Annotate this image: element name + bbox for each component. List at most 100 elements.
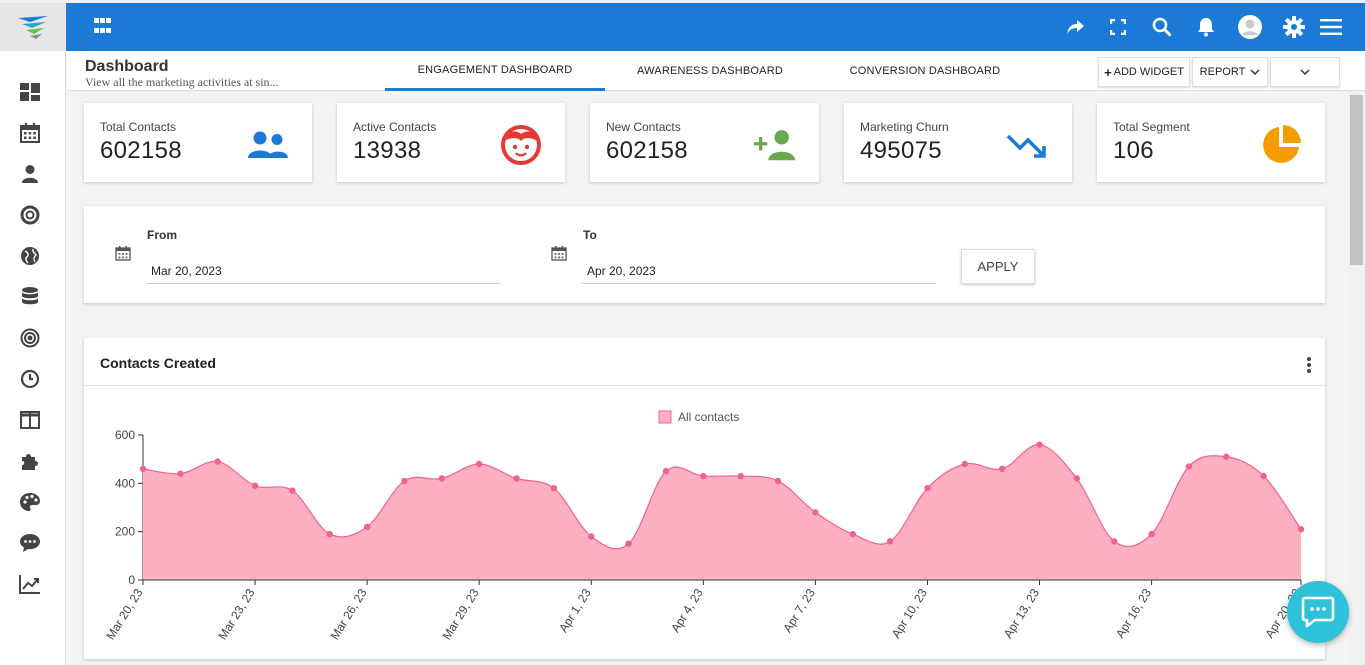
- data-point: [1148, 530, 1155, 538]
- data-point: [1185, 463, 1193, 470]
- menu-icon[interactable]: [1319, 15, 1343, 39]
- chart-title: Contacts Created: [100, 355, 216, 371]
- more-dropdown-button[interactable]: [1270, 57, 1340, 87]
- add-widget-button[interactable]: + ADD WIDGET: [1098, 57, 1190, 87]
- data-point: [363, 523, 371, 531]
- puzzle-icon[interactable]: [19, 450, 41, 472]
- area-fill: [143, 444, 1301, 580]
- report-button[interactable]: REPORT: [1192, 57, 1268, 87]
- legend-swatch: [658, 410, 672, 424]
- x-tick-label: Apr 13, 23: [1001, 586, 1042, 641]
- stat-value: 602158: [100, 137, 182, 164]
- stat-card-new-contacts[interactable]: New Contacts 602158: [590, 103, 819, 182]
- stat-label: Total Contacts: [100, 120, 177, 134]
- from-label: From: [147, 228, 177, 242]
- point-layer: [139, 441, 1305, 547]
- stat-card-total-contacts[interactable]: Total Contacts 602158: [84, 103, 312, 182]
- tab-label: CONVERSION DASHBOARD: [849, 65, 1001, 77]
- user-icon[interactable]: [19, 163, 41, 185]
- data-point: [177, 470, 184, 477]
- chevron-down-icon: [1250, 68, 1260, 75]
- calendar-icon[interactable]: [19, 122, 41, 144]
- chart-legend[interactable]: All contacts: [658, 410, 739, 424]
- fullscreen-icon[interactable]: [1106, 15, 1130, 39]
- lifebuoy-icon[interactable]: [19, 204, 41, 226]
- y-axis: 0 200 400 600: [115, 428, 144, 587]
- date-filter-card: From To APPLY: [84, 206, 1325, 303]
- palette-icon[interactable]: [19, 491, 41, 513]
- face-icon: [499, 123, 543, 167]
- stat-card-marketing-churn[interactable]: Marketing Churn 495075: [844, 103, 1072, 182]
- globe-icon[interactable]: [19, 245, 41, 267]
- report-label: REPORT: [1199, 66, 1246, 78]
- scrollbar[interactable]: [1348, 91, 1365, 665]
- tab-awareness-dashboard[interactable]: AWARENESS DASHBOARD: [615, 51, 805, 91]
- data-point: [998, 465, 1006, 473]
- pie-chart-icon: [1259, 123, 1303, 167]
- columns-icon[interactable]: [19, 409, 41, 431]
- stat-value: 602158: [606, 137, 688, 164]
- avatar[interactable]: [1238, 15, 1262, 39]
- share-icon[interactable]: [1063, 15, 1087, 39]
- data-point: [588, 533, 595, 540]
- calendar-icon: [115, 246, 131, 261]
- data-point: [924, 484, 931, 492]
- stat-card-active-contacts[interactable]: Active Contacts 13938: [337, 103, 565, 182]
- data-point: [214, 458, 221, 465]
- search-icon[interactable]: [1150, 15, 1174, 39]
- data-point: [700, 472, 707, 480]
- data-point: [513, 475, 520, 482]
- data-point: [326, 530, 333, 538]
- data-point: [1260, 472, 1267, 480]
- apps-grid-icon[interactable]: [94, 18, 116, 36]
- y-tick-label: 200: [115, 525, 135, 539]
- data-point: [625, 540, 632, 547]
- tab-engagement-dashboard[interactable]: ENGAGEMENT DASHBOARD: [385, 51, 605, 91]
- data-point: [1073, 475, 1081, 482]
- stat-label: Total Segment: [1113, 120, 1190, 134]
- contacts-area-chart: All contacts 0 200 400 600 Mar 20, 23 Mar 23…: [103, 410, 1305, 642]
- trending-up-icon[interactable]: [19, 573, 41, 595]
- stat-card-total-segment[interactable]: Total Segment 106: [1097, 103, 1325, 182]
- to-date-input[interactable]: [582, 258, 936, 284]
- calendar-icon: [551, 246, 567, 261]
- tab-conversion-dashboard[interactable]: CONVERSION DASHBOARD: [825, 51, 1025, 91]
- stat-label: Marketing Churn: [860, 120, 949, 134]
- data-point: [812, 509, 819, 516]
- database-icon[interactable]: [19, 286, 41, 308]
- target-icon[interactable]: [19, 327, 41, 349]
- x-tick-label: Apr 4, 23: [668, 586, 706, 635]
- data-point: [886, 538, 894, 545]
- x-tick-label: Mar 26, 23: [327, 586, 369, 642]
- apply-button[interactable]: APPLY: [961, 249, 1035, 284]
- more-vert-icon[interactable]: [1306, 356, 1312, 374]
- clock-icon[interactable]: [19, 368, 41, 390]
- dashboard-icon[interactable]: [19, 81, 41, 103]
- gear-icon[interactable]: [1282, 15, 1306, 39]
- scrollbar-thumb[interactable]: [1350, 95, 1363, 265]
- add-person-icon: [753, 123, 797, 167]
- chat-icon[interactable]: [19, 532, 41, 554]
- data-point: [1297, 526, 1305, 533]
- y-tick-label: 400: [115, 476, 135, 490]
- app-logo[interactable]: [0, 3, 66, 51]
- top-bar: [0, 3, 1365, 51]
- x-tick-label: Mar 23, 23: [215, 586, 257, 642]
- chat-widget-button[interactable]: [1287, 581, 1349, 643]
- bell-icon[interactable]: [1194, 15, 1218, 39]
- tab-label: ENGAGEMENT DASHBOARD: [417, 63, 573, 76]
- x-tick-label: Apr 7, 23: [780, 586, 818, 635]
- x-tick-label: Mar 29, 23: [439, 586, 481, 642]
- data-point: [961, 460, 969, 468]
- trending-down-icon: [1006, 123, 1050, 167]
- x-axis: Mar 20, 23 Mar 23, 23 Mar 26, 23 Mar 29, 23…: [103, 579, 1304, 642]
- legend-label: All contacts: [678, 410, 739, 424]
- stat-value: 495075: [860, 137, 942, 164]
- x-tick-label: Apr 10, 23: [889, 586, 930, 641]
- area-layer: [142, 444, 1302, 580]
- logo-icon: [18, 16, 48, 39]
- data-point: [401, 477, 408, 485]
- contacts-group-icon: [246, 123, 290, 167]
- from-date-input[interactable]: [146, 258, 500, 284]
